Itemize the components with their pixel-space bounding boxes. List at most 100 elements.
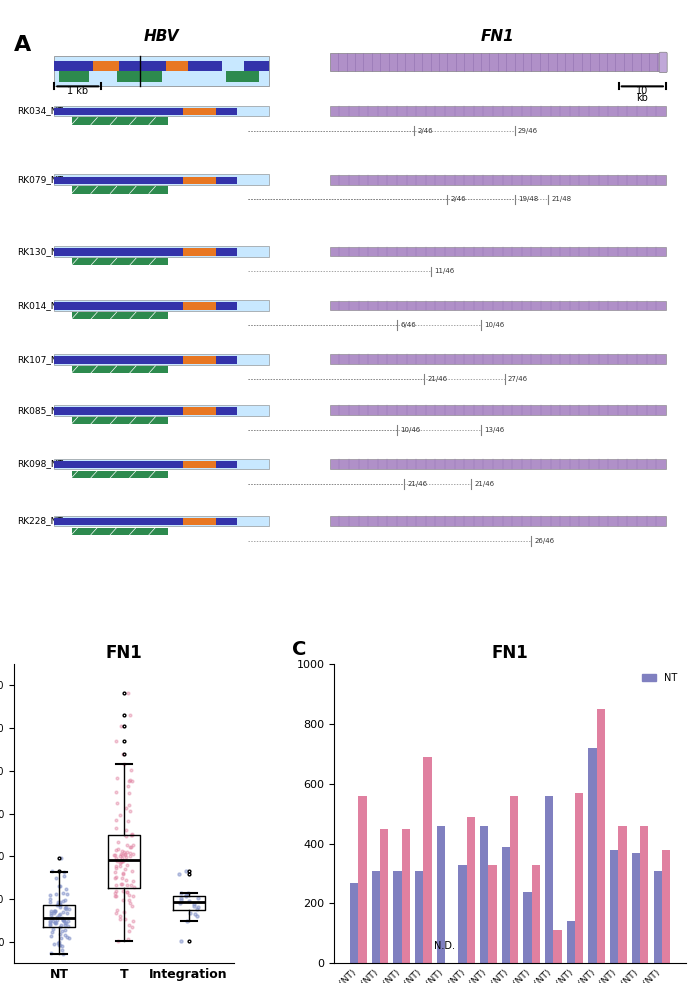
Bar <box>567 921 575 963</box>
Point <box>111 883 122 898</box>
Text: 10: 10 <box>636 87 648 96</box>
Point <box>127 838 139 853</box>
Point <box>121 884 132 899</box>
Point <box>49 903 60 919</box>
Point <box>123 893 134 908</box>
Text: 26/46: 26/46 <box>535 538 555 544</box>
Point <box>60 900 71 916</box>
Point <box>62 913 74 929</box>
Bar <box>554 931 561 963</box>
Point <box>125 763 136 779</box>
Legend: NT: NT <box>638 668 681 687</box>
Point <box>62 930 73 946</box>
Bar <box>610 849 618 963</box>
Point <box>50 887 62 902</box>
Point <box>59 864 70 880</box>
Point <box>125 838 136 854</box>
Point <box>58 912 69 928</box>
Point <box>181 913 193 929</box>
Point <box>116 843 127 859</box>
Point <box>118 853 129 869</box>
Point <box>116 877 127 893</box>
Point <box>50 915 62 931</box>
Text: 29/46: 29/46 <box>518 128 538 134</box>
Bar <box>166 61 188 72</box>
Bar <box>55 515 270 526</box>
Point <box>63 901 74 917</box>
Point <box>117 866 128 882</box>
Text: RK228_NT: RK228_NT <box>18 516 63 526</box>
Bar <box>55 354 270 365</box>
Bar <box>589 748 596 963</box>
Bar <box>330 247 666 257</box>
Point <box>121 877 132 893</box>
Point <box>122 885 133 900</box>
Point <box>111 889 122 904</box>
Point <box>175 890 186 905</box>
Bar <box>71 187 168 194</box>
Point <box>62 904 73 920</box>
Point <box>45 905 56 921</box>
Bar <box>358 795 367 963</box>
Point <box>54 896 65 912</box>
Point <box>46 928 57 944</box>
Bar <box>532 865 540 963</box>
Point <box>112 835 123 850</box>
Point <box>52 895 63 910</box>
Point <box>126 919 137 935</box>
Point <box>110 842 121 858</box>
Bar <box>183 302 216 310</box>
Bar <box>183 249 216 256</box>
Point <box>124 917 135 933</box>
Point <box>125 878 136 894</box>
Point <box>124 772 135 787</box>
Text: 1 kb: 1 kb <box>67 87 88 96</box>
Text: FN1: FN1 <box>481 29 514 44</box>
Point <box>45 917 56 933</box>
Point <box>57 885 69 900</box>
Bar <box>183 177 216 184</box>
Point <box>123 797 134 813</box>
Point <box>120 849 132 865</box>
Point <box>57 910 68 926</box>
Point <box>54 937 65 953</box>
Bar <box>330 459 666 469</box>
Point <box>118 866 129 882</box>
Text: RK034_NT: RK034_NT <box>18 106 63 115</box>
Point <box>127 845 139 861</box>
Point <box>183 886 194 901</box>
Bar <box>55 459 270 470</box>
Bar <box>71 366 168 374</box>
Bar <box>545 795 554 963</box>
Point <box>58 868 69 884</box>
Bar <box>502 846 510 963</box>
Bar <box>458 865 467 963</box>
Point <box>55 926 66 942</box>
Point <box>111 850 122 866</box>
Point <box>54 919 65 935</box>
Point <box>51 870 62 886</box>
Point <box>121 829 132 844</box>
Point <box>45 914 56 930</box>
Bar <box>55 518 237 525</box>
Bar <box>524 892 532 963</box>
Text: RK107_NT: RK107_NT <box>18 355 64 364</box>
Point <box>53 879 64 895</box>
Point <box>111 771 122 786</box>
Point <box>46 907 57 923</box>
Bar <box>71 312 168 319</box>
Point <box>118 844 130 860</box>
Point <box>51 908 62 924</box>
Point <box>123 773 134 788</box>
Bar <box>71 417 168 424</box>
Point <box>189 905 200 921</box>
Text: C: C <box>292 640 306 659</box>
Point <box>123 888 134 903</box>
Point <box>46 903 57 919</box>
Bar <box>71 528 168 535</box>
Point <box>117 853 128 869</box>
Point <box>118 884 129 899</box>
Bar <box>640 826 648 963</box>
Text: 21/46: 21/46 <box>475 481 494 487</box>
Text: 21/46: 21/46 <box>427 376 447 382</box>
